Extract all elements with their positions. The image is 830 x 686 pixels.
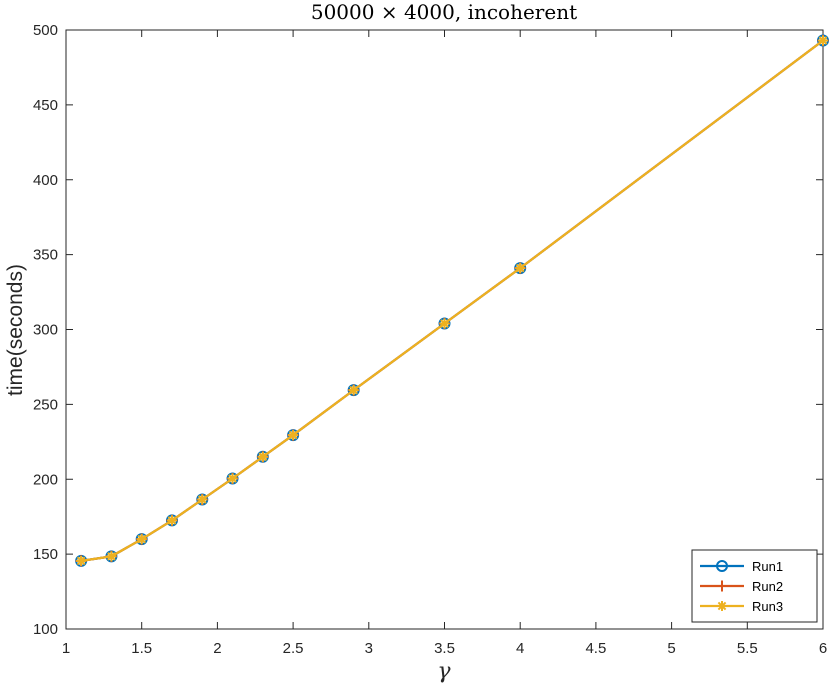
x-axis-label: γ — [437, 659, 451, 684]
x-tick-label: 2.5 — [283, 640, 304, 657]
series-run3 — [76, 35, 828, 566]
x-tick-label: 3 — [365, 640, 373, 657]
chart-title: 50000 × 4000, incoherent — [311, 0, 577, 24]
legend-label: Run2 — [752, 579, 783, 594]
series-line — [80, 39, 824, 562]
legend-entry: Run3 — [700, 599, 783, 614]
data-point — [257, 451, 268, 462]
legend-marker — [716, 560, 728, 572]
data-point — [227, 473, 238, 484]
y-tick-label: 100 — [33, 621, 58, 638]
y-tick-label: 450 — [33, 97, 58, 114]
data-point — [136, 534, 147, 545]
legend-marker — [717, 601, 727, 611]
y-tick-label: 150 — [33, 546, 58, 563]
legend-label: Run1 — [752, 559, 783, 574]
legend-marker — [716, 580, 728, 592]
x-tick-label: 4.5 — [585, 640, 606, 657]
x-tick-label: 1.5 — [131, 640, 152, 657]
y-axis-label: time(seconds) — [4, 264, 27, 396]
y-tick-label: 350 — [33, 247, 58, 264]
x-tick-label: 3.5 — [434, 640, 455, 657]
data-point — [166, 515, 177, 526]
legend-entry: Run1 — [700, 559, 783, 574]
data-point — [818, 35, 828, 46]
y-tick-label: 250 — [33, 396, 58, 413]
legend-label: Run3 — [752, 599, 783, 614]
x-tick-label: 4 — [516, 640, 524, 657]
x-tick-label: 2 — [213, 640, 221, 657]
legend-entry: Run2 — [700, 579, 783, 594]
series-layer — [75, 34, 829, 567]
data-point — [197, 494, 208, 505]
data-point — [106, 551, 117, 562]
legend: Run1 Run2 Run3 — [691, 549, 818, 623]
y-tick-label: 200 — [33, 471, 58, 488]
x-tick-label: 5 — [667, 640, 675, 657]
data-point — [76, 555, 87, 566]
y-tick-label: 500 — [33, 22, 58, 39]
axis-ticks: 1 1.5 2 2.5 3 3.5 4 4.5 5 5.5 6 100 150 200 250 300 350 4… — [33, 22, 827, 657]
data-point — [288, 430, 299, 441]
y-tick-label: 300 — [33, 322, 58, 339]
data-point — [515, 263, 526, 274]
x-tick-label: 1 — [62, 640, 70, 657]
x-tick-label: 5.5 — [737, 640, 758, 657]
data-point — [439, 318, 450, 329]
x-tick-label: 6 — [819, 640, 827, 657]
data-point — [348, 385, 359, 396]
y-tick-label: 400 — [33, 172, 58, 189]
